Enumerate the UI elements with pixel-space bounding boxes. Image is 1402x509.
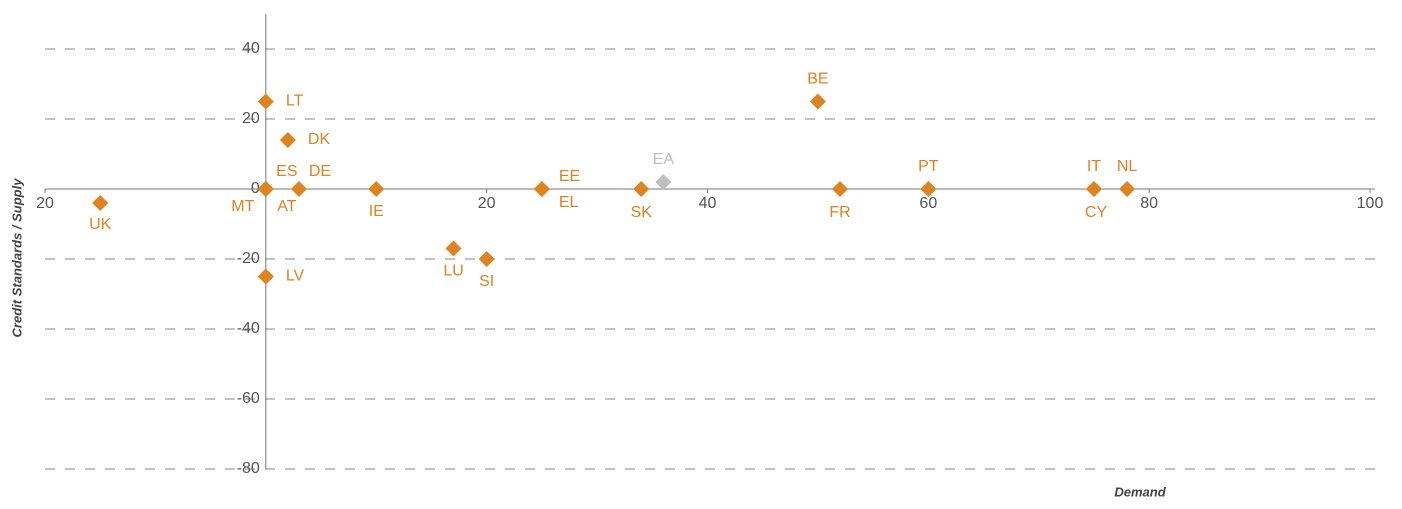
point-label: BE: [807, 71, 828, 88]
y-tick-label: 20: [242, 110, 260, 127]
point-label: IT: [1087, 158, 1101, 175]
data-point: [257, 93, 274, 110]
y-tick-label: -20: [237, 250, 260, 267]
point-label: DK: [308, 131, 331, 148]
point-label: ES: [276, 163, 297, 180]
point-label: UK: [89, 216, 112, 233]
data-point: [809, 93, 826, 110]
x-tick-label: 100: [1357, 195, 1384, 212]
x-tick-label: 20: [36, 195, 54, 212]
data-point: [92, 195, 109, 211]
y-tick-label: 40: [242, 40, 260, 57]
data-point: [920, 181, 937, 197]
point-label: PT: [918, 158, 939, 175]
data-point: [257, 268, 274, 285]
data-point: [1085, 181, 1102, 197]
data-point: [655, 174, 672, 190]
data-point: [445, 240, 462, 257]
point-label: EA: [653, 151, 675, 168]
x-tick-label: 60: [919, 195, 937, 212]
point-label: NL: [1117, 158, 1138, 175]
x-axis-title: Demand: [1114, 484, 1166, 499]
data-point: [1119, 181, 1136, 197]
data-point: [478, 251, 495, 267]
point-label: EL: [559, 194, 579, 211]
point-label: IE: [369, 203, 384, 220]
data-point: [368, 181, 385, 197]
data-point: [279, 132, 296, 148]
y-tick-label: 0: [251, 180, 260, 197]
y-tick-label: -60: [237, 390, 260, 407]
y-axis-title: Credit Standards / Supply: [9, 178, 24, 338]
point-label: LU: [443, 263, 463, 280]
x-tick-label: 20: [478, 195, 496, 212]
point-label: AT: [277, 198, 296, 215]
point-label: SK: [631, 204, 653, 221]
y-tick-label: -40: [237, 320, 260, 337]
point-label: EE: [559, 168, 580, 185]
point-label: MT: [231, 198, 254, 215]
point-label: LV: [286, 268, 305, 285]
point-label: LT: [286, 93, 304, 110]
point-label: FR: [829, 204, 850, 221]
data-point: [832, 181, 848, 197]
point-label: CY: [1085, 204, 1108, 221]
point-label: DE: [309, 163, 331, 180]
x-tick-label: 80: [1140, 195, 1158, 212]
point-label: SI: [479, 273, 494, 290]
data-point: [290, 181, 307, 197]
data-point: [257, 181, 274, 197]
data-point: [633, 181, 650, 197]
data-point: [533, 181, 550, 197]
x-tick-label: 40: [699, 195, 717, 212]
y-tick-label: -80: [237, 460, 260, 477]
